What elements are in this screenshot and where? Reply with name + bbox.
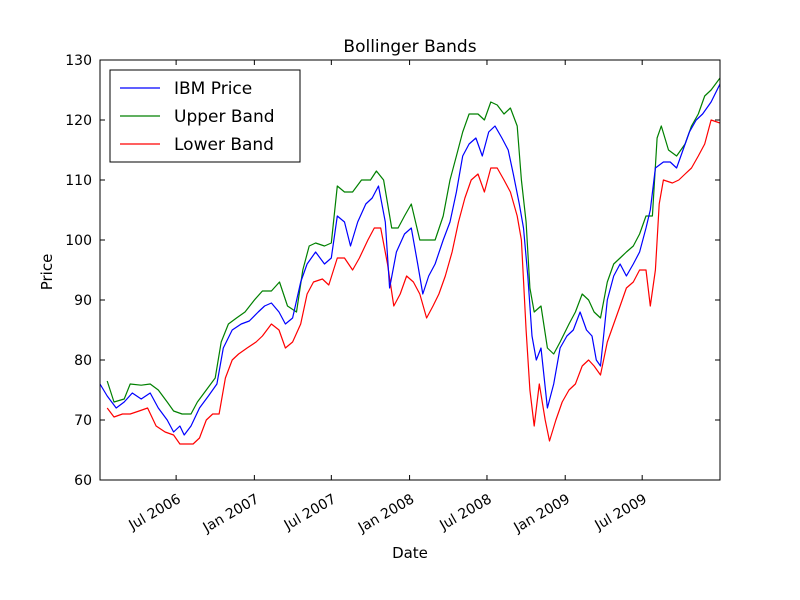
series-line-lower-band — [106, 119, 720, 445]
legend-label: Upper Band — [174, 107, 275, 127]
legend-label: IBM Price — [174, 79, 252, 99]
y-tick-label: 130 — [65, 53, 92, 69]
y-tick-label: 70 — [74, 413, 92, 429]
y-tick-label: 60 — [74, 473, 92, 489]
y-axis-label: Price — [38, 254, 56, 291]
y-tick-label: 100 — [65, 233, 92, 249]
legend-label: Lower Band — [174, 135, 274, 155]
y-axis: 60 70 80 90 100 110 120 130 — [65, 53, 720, 489]
y-tick-label: 110 — [65, 173, 92, 189]
chart-title: Bollinger Bands — [343, 37, 476, 57]
x-axis-label: Date — [392, 544, 428, 562]
series-line-upper-band — [106, 77, 720, 415]
legend: IBM Price Upper Band Lower Band — [109, 69, 301, 163]
y-tick-label: 120 — [65, 113, 92, 129]
series-layer — [100, 77, 720, 445]
y-tick-label: 80 — [74, 353, 92, 369]
series-line-ibm-price — [100, 83, 720, 436]
y-tick-label: 90 — [74, 293, 92, 309]
